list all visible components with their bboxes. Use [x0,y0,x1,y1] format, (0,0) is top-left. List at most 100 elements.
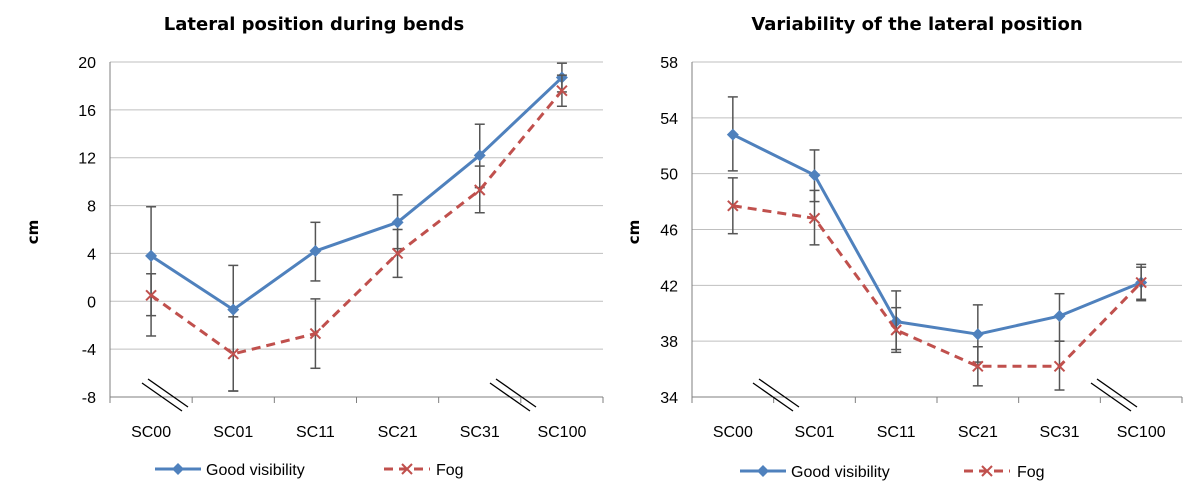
legend-marker [401,463,413,475]
data-point-stroke [145,289,157,302]
data-point [145,249,158,262]
legend: Good visibility Fog [740,464,1045,481]
data-point [971,328,984,341]
series-good-visibility [726,96,1148,363]
legend: Good visibility Fog [155,462,464,479]
axis-break-stroke [758,378,800,408]
axis-break-icon [489,378,537,412]
data-point-stroke [391,247,404,260]
axis-break-stroke [141,382,183,412]
x-tick-label: SC31 [1039,424,1079,441]
data-point-stroke [309,327,322,340]
data-point [227,348,239,360]
axis-break-icon [141,378,189,412]
data-point-stroke [727,200,739,212]
data-point-stroke [556,85,568,97]
series-line [732,204,1143,368]
x-tick-label: SC01 [794,424,834,441]
data-point [474,184,486,196]
axis-break-icon [752,378,800,412]
y-tick-label: 46 [660,223,678,240]
data-point [727,200,739,212]
legend-label: Good visibility [206,462,305,479]
x-tick-label: SC100 [1117,424,1166,441]
x-tick-label: SC31 [460,424,500,441]
data-point [309,327,322,340]
data-point-stroke [474,184,486,196]
legend-label: Fog [436,462,464,479]
axis-break-icon [1090,378,1138,412]
error-bar [146,206,157,337]
y-tick-label: 0 [87,294,96,311]
series-fog [727,177,1147,391]
y-axis-label: cm [24,220,42,245]
lateral-position-chart: Lateral position during bends -8 -4 0 4 8 12 16… [24,14,604,479]
x-tick-label: SC00 [713,424,753,441]
y-tick-label: 20 [78,55,96,72]
x-tick-label: SC100 [537,424,586,441]
data-point [556,85,568,97]
data-point-stroke [1053,360,1066,372]
y-axis-label: cm [625,220,643,245]
axis-break-stroke [495,378,537,408]
y-tick-label: 16 [78,103,96,120]
y-tick-label: 38 [660,334,678,351]
y-tick-label: -8 [82,390,96,407]
data-point [972,360,984,372]
series-good-visibility [145,62,568,392]
axis-break-stroke [489,382,531,412]
x-tick-label: SC11 [296,424,335,441]
x-tick-label: SC21 [378,424,418,441]
data-point [1053,310,1066,323]
series-line [150,76,563,312]
data-point [391,247,404,260]
data-point [726,128,739,141]
series-line [732,133,1142,336]
x-tick-label: SC11 [877,424,916,441]
legend-marker [757,465,769,477]
data-point [890,324,902,336]
data-point [227,303,240,316]
data-point [1135,276,1147,289]
x-tick-label: SC21 [958,424,998,441]
legend-marker-stroke [401,463,413,475]
y-tick-label: 8 [87,199,96,216]
y-tick-label: 34 [660,390,678,407]
legend-marker-stroke [981,465,993,477]
y-tick-label: 58 [660,55,678,72]
data-point [309,245,322,258]
data-point-stroke [890,324,902,336]
chart-title: Lateral position during bends [164,14,464,35]
axis-break-stroke [1090,382,1132,412]
legend-marker [981,465,993,477]
y-tick-label: 54 [660,111,678,128]
series-fog [145,74,568,392]
data-point-stroke [1135,276,1147,289]
y-tick-label: 42 [660,278,678,295]
axis-break-stroke [752,382,794,412]
variability-chart: Variability of the lateral position 34 38 4… [625,14,1183,481]
axis-break-stroke [1096,378,1138,408]
data-point [808,169,821,182]
legend-marker [172,463,184,475]
data-point [473,149,486,162]
series-line [150,89,564,356]
axis-break-stroke [147,378,189,408]
chart-title: Variability of the lateral position [751,14,1082,35]
legend-label: Fog [1017,464,1045,481]
data-point-stroke [227,348,239,360]
x-tick-label: SC01 [213,424,253,441]
data-point [808,212,821,225]
y-tick-label: -4 [82,342,96,359]
data-point [1053,360,1066,372]
x-tick-label: SC00 [131,424,171,441]
data-point [145,289,157,302]
legend-label: Good visibility [791,464,890,481]
data-point-stroke [972,360,984,372]
y-tick-label: 50 [660,167,678,184]
data-point [391,216,404,229]
y-tick-label: 4 [87,246,96,263]
y-tick-label: 12 [78,151,96,168]
data-point-stroke [808,212,821,225]
